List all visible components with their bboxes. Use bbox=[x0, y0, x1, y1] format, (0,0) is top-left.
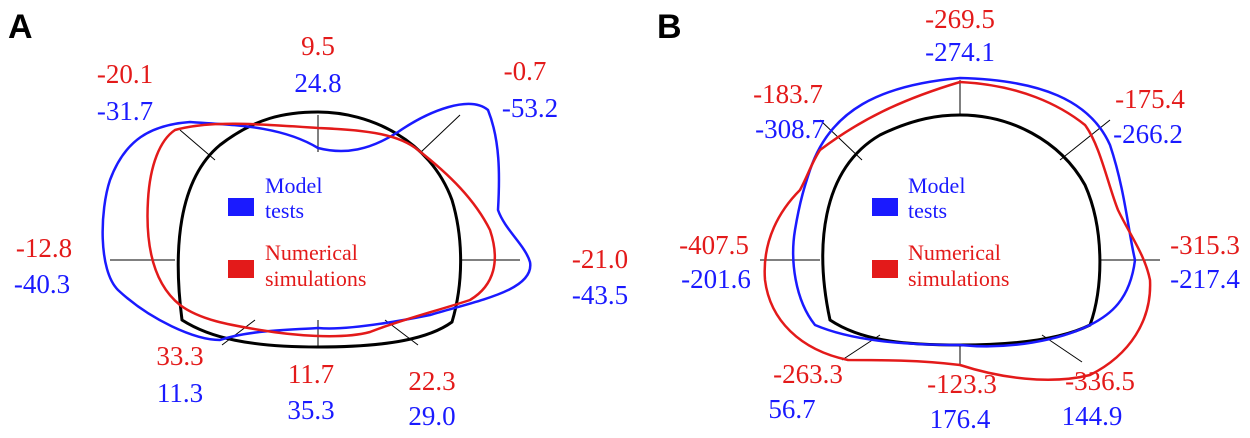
model-value-left: -40.3 bbox=[14, 269, 70, 299]
numerical-value-left-b: -407.5 bbox=[679, 230, 749, 260]
legend-model-label-line2-b: tests bbox=[908, 198, 947, 223]
tunnel-lining-b bbox=[821, 113, 1102, 347]
numerical-value-bottom: 11.7 bbox=[288, 359, 334, 389]
model-value-lower-left-b: 56.7 bbox=[768, 394, 815, 424]
panel-b: B Model tests Numerical simulations bbox=[657, 4, 1240, 434]
legend-a: Model tests Numerical simulations bbox=[228, 173, 366, 291]
value-labels-b: -269.5 -274.1 -183.7 -308.7 -175.4 -266.… bbox=[679, 4, 1240, 434]
model-value-upper-right: -53.2 bbox=[502, 93, 558, 123]
legend-swatch-model-b bbox=[872, 198, 898, 216]
panel-letter-b: B bbox=[657, 8, 682, 46]
tunnel-lining-a bbox=[176, 110, 463, 349]
numerical-value-upper-right-b: -175.4 bbox=[1115, 84, 1185, 114]
model-value-bottom-b: 176.4 bbox=[930, 404, 991, 434]
legend-numerical-label-line1-b: Numerical bbox=[908, 240, 1001, 265]
axis-upper-right bbox=[419, 114, 461, 154]
model-value-top-b: -274.1 bbox=[925, 37, 995, 67]
model-value-upper-left: -31.7 bbox=[97, 96, 153, 126]
numerical-outline-a bbox=[146, 122, 497, 338]
numerical-outline-b bbox=[763, 80, 1152, 381]
legend-model-label-line1: Model bbox=[265, 173, 322, 198]
numerical-value-left: -12.8 bbox=[16, 233, 72, 263]
legend-b: Model tests Numerical simulations bbox=[872, 173, 1009, 291]
numerical-value-right-b: -315.3 bbox=[1170, 230, 1240, 260]
model-value-right: -43.5 bbox=[572, 280, 628, 310]
measurement-lines bbox=[110, 114, 520, 347]
numerical-value-top-b: -269.5 bbox=[925, 4, 995, 34]
model-value-lower-right: 29.0 bbox=[408, 401, 455, 431]
panel-letter-a: A bbox=[8, 8, 33, 46]
numerical-value-top: 9.5 bbox=[301, 31, 335, 61]
numerical-value-lower-right-b: -336.5 bbox=[1065, 366, 1135, 396]
legend-numerical-label-line2: simulations bbox=[265, 266, 366, 291]
numerical-value-lower-left: 33.3 bbox=[156, 341, 203, 371]
legend-numerical-label-line2-b: simulations bbox=[908, 266, 1009, 291]
legend-model-label-line1-b: Model bbox=[908, 173, 965, 198]
legend-swatch-numerical bbox=[228, 260, 254, 278]
model-tests-outline-b bbox=[791, 76, 1137, 348]
model-value-upper-right-b: -266.2 bbox=[1113, 119, 1183, 149]
axis-upper-right-b bbox=[1059, 119, 1111, 161]
numerical-value-lower-right: 22.3 bbox=[408, 366, 455, 396]
model-value-bottom: 35.3 bbox=[287, 395, 334, 425]
model-value-lower-right-b: 144.9 bbox=[1062, 401, 1123, 431]
numerical-value-bottom-b: -123.3 bbox=[927, 369, 997, 399]
value-labels-a: 9.5 24.8 -20.1 -31.7 -0.7 -53.2 -12.8 -4… bbox=[14, 31, 628, 431]
numerical-value-upper-right: -0.7 bbox=[504, 56, 547, 86]
numerical-value-upper-left-b: -183.7 bbox=[753, 79, 823, 109]
model-tests-outline-a bbox=[101, 102, 532, 342]
legend-swatch-model bbox=[228, 198, 254, 216]
numerical-value-lower-left-b: -263.3 bbox=[773, 359, 843, 389]
model-value-top: 24.8 bbox=[294, 68, 341, 98]
legend-model-label-line2: tests bbox=[265, 198, 304, 223]
model-value-upper-left-b: -308.7 bbox=[755, 114, 825, 144]
numerical-value-right: -21.0 bbox=[572, 244, 628, 274]
panel-a: A Model tests Numerical simulations bbox=[8, 8, 628, 431]
numerical-value-upper-left: -20.1 bbox=[97, 59, 153, 89]
axis-lower-left bbox=[221, 319, 256, 346]
model-value-lower-left: 11.3 bbox=[157, 378, 203, 408]
legend-swatch-numerical-b bbox=[872, 260, 898, 278]
legend-numerical-label-line1: Numerical bbox=[265, 240, 358, 265]
model-value-left-b: -201.6 bbox=[681, 264, 751, 294]
model-value-right-b: -217.4 bbox=[1170, 264, 1240, 294]
